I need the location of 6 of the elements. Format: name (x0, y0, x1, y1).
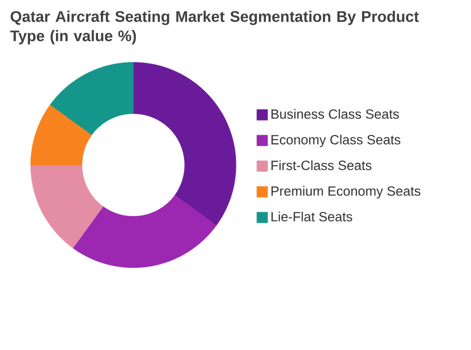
legend-label: Lie-Flat Seats (272, 212, 352, 222)
legend-label: Economy Class Seats (272, 134, 400, 148)
legend-label: Business Class Seats (272, 109, 399, 119)
legend-label: First-Class Seats (272, 160, 372, 170)
legend-label: Premium Economy Seats (272, 186, 420, 198)
chart-title: Qatar Aircraft Seating Market Segmentation By Product Type (in value %) (10, 10, 419, 44)
